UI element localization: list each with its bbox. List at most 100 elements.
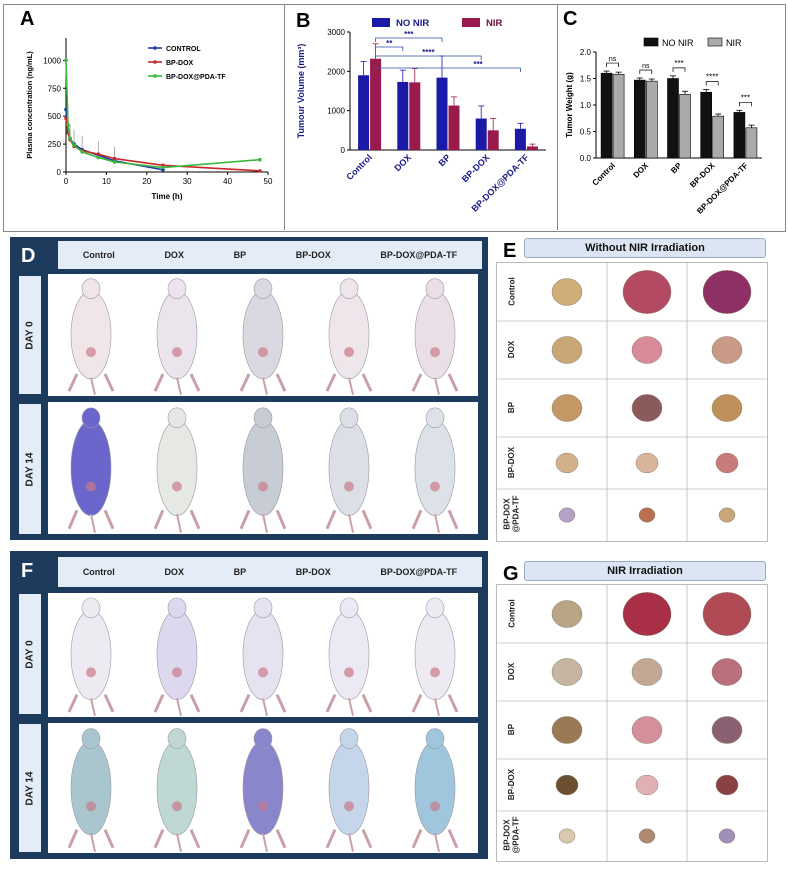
tumor-photo (715, 452, 739, 474)
mouse-photo (411, 728, 459, 852)
bar (612, 73, 625, 159)
chart-b-tumour-volume: 0 1000 2000 3000 Tumour Volume (mm³) Control D… (296, 18, 546, 214)
data-point (96, 152, 101, 156)
panel-g-row-control: Control (507, 598, 517, 628)
legend-marker (153, 74, 157, 78)
x-tick-label: BP (436, 152, 452, 168)
row-label-day0: DAY 0 (19, 276, 41, 394)
y-tick-label: 750 (48, 84, 62, 93)
panel-f-column-header: Control DOX BP BP-DOX BP-DOX@PDA-TF (58, 557, 482, 587)
x-tick-label: BP (669, 161, 684, 176)
bar (487, 130, 499, 150)
bar (646, 80, 658, 159)
y-axis-label: Tumour Volume (mm³) (296, 44, 306, 139)
column-label-control: Control (82, 567, 115, 577)
legend-label: BP-DOX@PDA-TF (166, 74, 226, 81)
mouse-photo (153, 407, 201, 533)
x-tick-label: 50 (264, 177, 273, 186)
chart-a-plasma-concentration: 0 250 500 750 1000 0 10 20 30 40 50 Time (h) Plasma … (25, 38, 273, 201)
mouse-photo (411, 278, 459, 396)
column-label-bp: BP (233, 567, 247, 577)
panel-g-title: NIR Irradiation (524, 561, 766, 581)
tumor-photo (551, 394, 583, 422)
panel-e-row-bp-dox-pda-tf: BP-DOX @PDA-TF (503, 495, 522, 533)
tumor-photo (558, 507, 576, 523)
legend-label: BP-DOX (166, 60, 194, 67)
tumor-photo (635, 774, 659, 796)
panel-g-row-bp-dox-pda-tf: BP-DOX @PDA-TF (503, 816, 522, 854)
significance-bracket (705, 81, 719, 86)
tumor-photo (558, 828, 576, 844)
data-point (112, 160, 117, 164)
mouse-photo (153, 278, 201, 396)
tumor-photo (551, 716, 583, 744)
divider-ab (284, 4, 285, 230)
y-tick-label: 2000 (327, 67, 345, 76)
column-label-bp-dox-pda-tf: BP-DOX@PDA-TF (380, 250, 458, 260)
y-axis-label: Plasma concentration (ng/mL) (25, 51, 34, 159)
panel-f-day0-photo-row (48, 593, 478, 717)
y-axis-label: Tumor Weight (g) (565, 72, 574, 138)
y-tick-label: 0.5 (580, 128, 592, 137)
tumor-photo (711, 394, 743, 422)
significance-bracket (375, 67, 521, 72)
panel-d-day0-photo-row (48, 274, 478, 396)
data-point (64, 116, 68, 121)
tumor-photo (631, 394, 663, 422)
y-tick-label: 0 (57, 168, 62, 177)
tumor-photo (718, 828, 736, 844)
data-point (161, 165, 165, 170)
legend-label: NO NIR (396, 18, 429, 29)
significance-label: ns (609, 56, 617, 63)
bar (475, 118, 487, 150)
y-tick-label: 1000 (327, 107, 345, 116)
tumor-photo (622, 592, 672, 636)
tumor-photo (638, 828, 656, 844)
x-tick-label: BP-DOX (688, 161, 717, 190)
tumor-photo (715, 774, 739, 796)
bar (733, 112, 746, 159)
x-tick-label: 0 (64, 177, 69, 186)
y-tick-label: 1.5 (580, 75, 592, 84)
y-tick-label: 250 (48, 140, 62, 149)
significance-label: ** (386, 39, 393, 48)
panel-g-row-bp-dox: BP-DOX (507, 768, 517, 800)
significance-label: **** (422, 48, 435, 57)
chart-c-tumor-weight: 0.0 0.5 1.0 1.5 2.0 Tumor Weight (g) Control DO… (565, 37, 762, 216)
panel-e-title: Without NIR Irradiation (524, 238, 766, 258)
legend-swatch (372, 18, 390, 27)
y-tick-label: 0 (341, 146, 346, 155)
x-tick-label: 10 (102, 177, 111, 186)
row-label-day14: DAY 14 (19, 724, 41, 852)
significance-bracket (739, 101, 752, 107)
tumor-photo (551, 658, 583, 686)
row-label-day14: DAY 14 (19, 404, 41, 534)
data-point (258, 157, 262, 162)
tumor-photo (635, 452, 659, 474)
panel-d-day14-photo-row (48, 402, 478, 534)
column-label-bp-dox: BP-DOX (295, 250, 331, 260)
panel-e-row-control: Control (507, 276, 517, 306)
significance-bracket (639, 69, 653, 74)
panel-g-row-dox: DOX (507, 662, 517, 680)
legend-label: NIR (726, 38, 742, 48)
bar (358, 75, 370, 150)
legend-swatch (643, 37, 659, 47)
panel-label-c: C (563, 8, 578, 30)
mouse-photo (411, 407, 459, 533)
bar (409, 82, 421, 150)
data-point (68, 136, 72, 141)
mouse-photo (239, 728, 287, 852)
x-tick-label: 30 (183, 177, 192, 186)
mouse-photo (411, 597, 459, 716)
bar (667, 78, 679, 159)
significance-bracket (375, 37, 443, 42)
significance-bracket (375, 55, 482, 60)
legend-swatch (707, 37, 723, 47)
tumor-photo (555, 774, 579, 796)
y-tick-label: 2.0 (580, 48, 592, 57)
tumor-photo (631, 336, 663, 364)
panel-g-row-bp: BP (507, 723, 517, 735)
bar (448, 105, 460, 150)
legend-label: NIR (486, 18, 503, 29)
